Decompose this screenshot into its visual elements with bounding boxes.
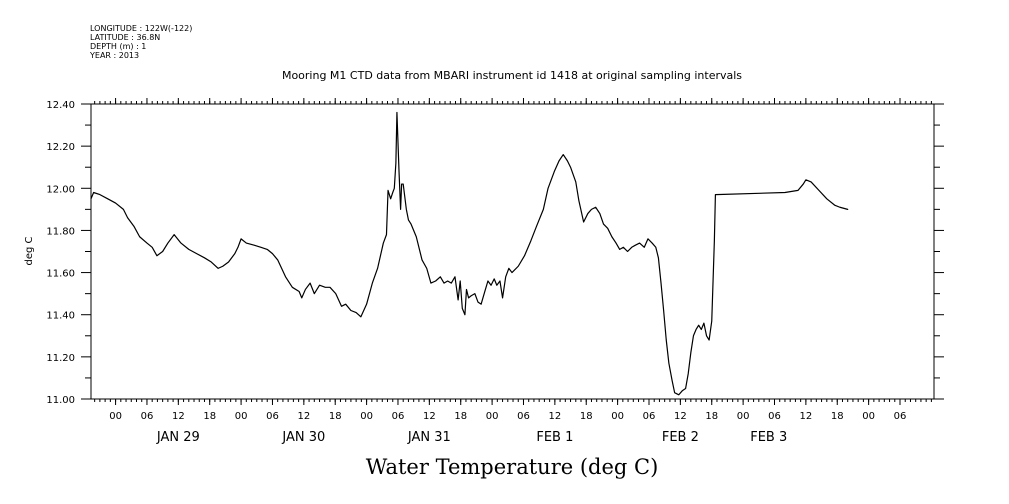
- x-tick-label: 00: [862, 411, 875, 422]
- depth-label: DEPTH (m) : 1: [90, 42, 146, 51]
- minor-ticks: [94, 101, 932, 402]
- day-label: FEB 1: [536, 430, 573, 445]
- latitude-label: LATITUDE : 36.8N: [90, 33, 160, 42]
- x-tick-label: 06: [392, 411, 405, 422]
- x-tick-label: 18: [329, 411, 342, 422]
- y-tick-label: 11.80: [46, 226, 75, 237]
- y-axis-title: deg C: [24, 236, 35, 265]
- x-tick-label: 12: [172, 411, 185, 422]
- day-label: JAN 30: [281, 430, 325, 445]
- y-tick-label: 12.00: [46, 184, 75, 195]
- x-tick-label: 12: [800, 411, 813, 422]
- day-labels: JAN 29 JAN 30 JAN 31 FEB 1 FEB 2 FEB 3: [156, 430, 787, 445]
- year-label: YEAR : 2013: [89, 51, 139, 60]
- longitude-label: LONGITUDE : 122W(-122): [90, 24, 192, 33]
- x-tick-label: 00: [737, 411, 750, 422]
- x-tick-label: 00: [109, 411, 122, 422]
- x-tick-label: 12: [423, 411, 436, 422]
- x-tick-label: 12: [297, 411, 310, 422]
- x-tick-label: 00: [486, 411, 499, 422]
- x-tick-label: 06: [894, 411, 907, 422]
- day-label: FEB 2: [662, 430, 699, 445]
- x-tick-label: 00: [360, 411, 373, 422]
- series-line: [90, 111, 849, 396]
- y-tick-label: 11.00: [46, 395, 75, 406]
- x-tick-label: 06: [517, 411, 530, 422]
- day-label: JAN 31: [407, 430, 451, 445]
- x-tick-label: 12: [548, 411, 561, 422]
- y-tick-label: 11.20: [46, 353, 75, 364]
- y-tick-label: 12.40: [46, 100, 75, 111]
- y-tick-labels: 11.00 11.20 11.40 11.60 11.80 12.00 12.20 12.40: [46, 100, 75, 406]
- y-tick-label: 11.60: [46, 269, 75, 280]
- x-tick-label: 18: [203, 411, 216, 422]
- x-tick-label: 18: [705, 411, 718, 422]
- x-tick-label: 12: [674, 411, 687, 422]
- chart-title: Mooring M1 CTD data from MBARI instrumen…: [282, 69, 742, 82]
- plot-frame: [90, 103, 935, 400]
- x-axis-title: Water Temperature (deg C): [366, 455, 659, 479]
- day-label: FEB 3: [750, 430, 787, 445]
- x-tick-label: 06: [768, 411, 781, 422]
- x-tick-label: 18: [580, 411, 593, 422]
- x-tick-label: 06: [141, 411, 154, 422]
- x-tick-label: 00: [235, 411, 248, 422]
- x-tick-labels: 00 06 12 18 00 06 12 18 00 06 12 18 00 06 12 18 00 06 12 18…: [109, 411, 906, 422]
- x-tick-label: 06: [643, 411, 656, 422]
- x-tick-label: 06: [266, 411, 279, 422]
- x-tick-label: 18: [831, 411, 844, 422]
- y-tick-label: 11.40: [46, 311, 75, 322]
- y-tick-label: 12.20: [46, 142, 75, 153]
- day-label: JAN 29: [156, 430, 200, 445]
- major-ticks: [81, 98, 944, 405]
- x-tick-label: 00: [611, 411, 624, 422]
- x-tick-label: 18: [454, 411, 467, 422]
